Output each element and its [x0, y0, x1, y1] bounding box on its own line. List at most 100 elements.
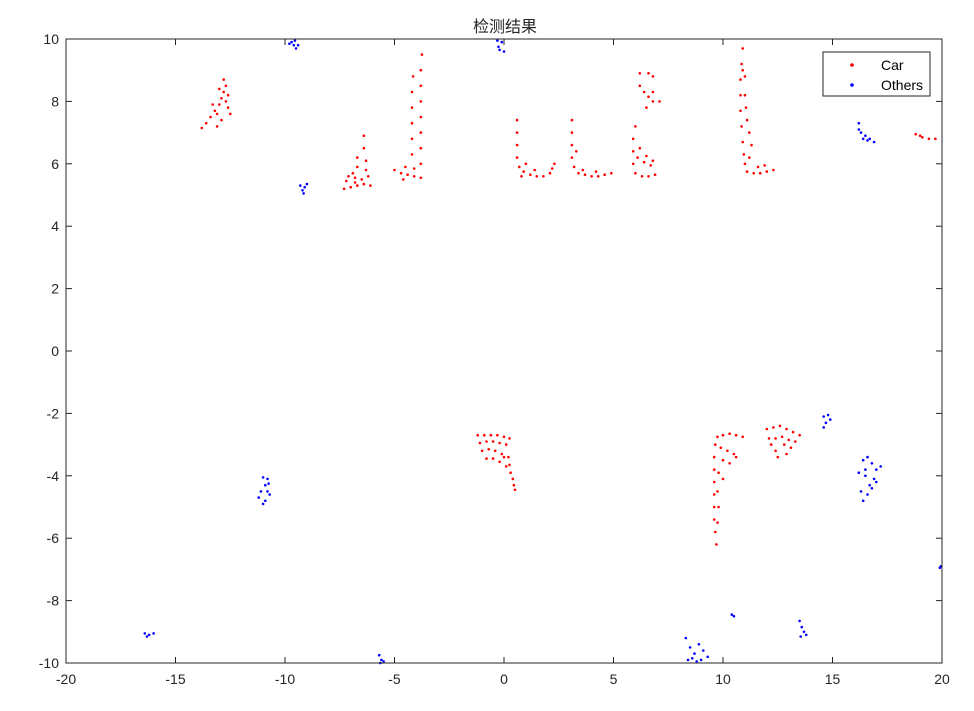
legend-marker-others: [850, 83, 854, 87]
point-others-16: [857, 121, 861, 125]
point-car-176: [721, 433, 725, 437]
point-others-5: [296, 43, 300, 47]
point-car-118: [742, 153, 746, 156]
point-car-192: [772, 426, 775, 429]
point-car-170: [712, 493, 716, 496]
point-car-128: [745, 118, 749, 122]
point-car-10: [226, 106, 230, 109]
point-car-153: [493, 449, 497, 453]
point-car-3: [213, 109, 217, 113]
point-car-138: [934, 137, 937, 141]
point-car-107: [645, 106, 648, 109]
point-car-96: [649, 164, 652, 167]
point-others-19: [866, 139, 869, 142]
legend: Car Others: [822, 51, 931, 97]
point-car-193: [778, 424, 782, 428]
point-car-26: [364, 168, 368, 172]
point-car-8: [222, 78, 225, 81]
point-others-55: [147, 633, 151, 637]
y-tick-label: -6: [47, 530, 60, 546]
point-car-188: [716, 490, 719, 493]
point-car-145: [508, 437, 511, 440]
point-car-123: [765, 170, 769, 173]
point-car-4: [218, 103, 221, 106]
point-car-140: [476, 433, 480, 437]
point-others-70: [691, 657, 694, 660]
point-car-146: [478, 441, 482, 445]
point-others-44: [261, 476, 265, 479]
point-car-149: [498, 441, 501, 445]
point-others-20: [872, 140, 876, 144]
point-others-37: [875, 468, 878, 471]
point-car-66: [542, 175, 545, 178]
point-car-35: [351, 171, 355, 175]
point-car-200: [787, 438, 790, 442]
point-car-98: [645, 154, 648, 158]
point-car-103: [642, 90, 646, 94]
point-car-93: [653, 173, 657, 176]
point-others-8: [498, 48, 501, 52]
y-tick-label: 0: [51, 343, 59, 359]
point-car-39: [412, 175, 416, 178]
point-others-65: [697, 643, 701, 646]
point-car-23: [345, 179, 348, 183]
point-car-25: [360, 178, 364, 181]
point-others-6: [496, 39, 499, 42]
point-car-206: [785, 452, 788, 456]
point-car-54: [410, 106, 414, 109]
point-car-85: [581, 168, 585, 172]
point-car-84: [575, 150, 578, 153]
point-car-129: [744, 106, 748, 109]
point-car-119: [743, 162, 747, 166]
point-car-5: [220, 97, 223, 100]
point-car-95: [642, 160, 646, 164]
x-tick-label: -5: [388, 671, 401, 687]
point-others-30: [861, 458, 865, 462]
point-car-139: [918, 134, 922, 137]
point-car-86: [594, 170, 598, 173]
point-car-201: [794, 440, 797, 443]
point-others-41: [870, 487, 874, 490]
point-others-14: [305, 182, 309, 186]
point-others-40: [879, 465, 882, 468]
point-others-26: [824, 421, 828, 425]
point-car-57: [402, 178, 405, 181]
point-car-50: [404, 165, 407, 169]
point-others-58: [377, 653, 381, 657]
point-car-12: [211, 103, 214, 106]
point-car-36: [393, 168, 396, 172]
point-car-101: [638, 72, 642, 75]
point-car-43: [419, 131, 423, 134]
point-car-28: [362, 146, 366, 150]
x-tick-label: -10: [275, 671, 295, 687]
point-car-194: [785, 427, 788, 431]
point-car-164: [508, 463, 511, 467]
point-car-70: [533, 168, 536, 172]
point-car-56: [411, 75, 415, 78]
point-car-166: [715, 543, 718, 546]
point-car-112: [740, 62, 743, 66]
point-others-43: [875, 480, 878, 484]
point-others-17: [859, 131, 863, 134]
x-tick-label: 10: [715, 671, 731, 687]
point-car-31: [356, 156, 359, 159]
point-car-105: [651, 75, 655, 78]
point-car-13: [224, 100, 228, 103]
point-car-89: [631, 162, 635, 166]
point-others-10: [497, 45, 500, 49]
point-car-197: [767, 437, 771, 440]
point-car-178: [734, 433, 738, 437]
point-car-30: [356, 165, 359, 169]
point-car-68: [553, 162, 556, 166]
point-others-18: [861, 137, 865, 141]
point-car-161: [511, 477, 515, 481]
point-car-63: [522, 170, 525, 173]
point-car-19: [349, 185, 353, 189]
point-car-37: [399, 171, 403, 175]
point-car-83: [610, 171, 613, 175]
point-car-82: [603, 173, 606, 176]
point-car-41: [419, 162, 423, 166]
point-car-81: [596, 175, 600, 178]
point-others-47: [259, 490, 263, 493]
point-car-142: [489, 433, 493, 437]
